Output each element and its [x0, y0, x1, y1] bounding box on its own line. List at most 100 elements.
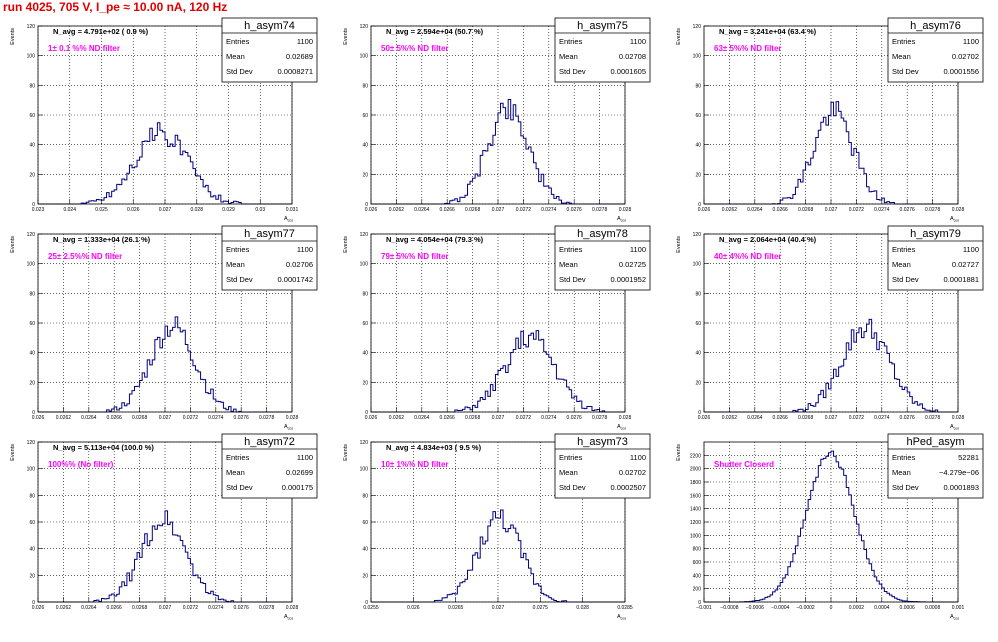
x-tick-label: 0.0268	[798, 415, 814, 421]
x-tick-label: 0.0278	[592, 207, 608, 213]
page-title: run 4025, 705 V, I_pe ≈ 10.00 nA, 120 Hz	[3, 0, 228, 14]
y-axis-title: Events	[10, 28, 16, 45]
x-axis-subscript: cos	[288, 617, 294, 621]
x-axis-title: Acos	[284, 424, 293, 431]
x-tick-label: 0.027	[492, 605, 505, 611]
x-tick-label: 0.0275	[533, 605, 549, 611]
y-tick-label: 0	[698, 600, 701, 606]
x-tick-label: 0.026	[365, 207, 378, 213]
x-tick-label: 0.03	[255, 207, 265, 213]
y-tick-label: 0	[365, 410, 368, 416]
stats-label-entries: Entries	[226, 453, 250, 462]
histogram-name: h_asym79	[910, 228, 961, 240]
x-tick-label: 0.026	[365, 415, 378, 421]
x-tick-label: 0.0278	[259, 415, 275, 421]
x-axis-title: Acos	[617, 614, 626, 621]
x-tick-label: 0.023	[32, 207, 45, 213]
stats-value-entries: 1100	[297, 245, 313, 254]
histogram-svg: 0.026 0.0262 0.0264 0.0266 0.0268 0.027 0.0272…	[10, 433, 318, 621]
x-tick-label: 0.0268	[132, 415, 148, 421]
histogram-name: h_asym77	[244, 228, 295, 240]
stats-value-std: 0.0002507	[611, 483, 646, 492]
histogram-svg: 0.0255 0.026 0.0265 0.027 0.0275 0.028 0.0285 0…	[343, 433, 651, 621]
stats-value-mean: 0.02689	[286, 52, 313, 61]
x-tick-label: 0.0272	[183, 415, 199, 421]
x-tick-label: 0.027	[492, 415, 505, 421]
histogram-name: hPed_asym	[906, 436, 964, 448]
stats-label-std: Std Dev	[559, 67, 586, 76]
x-tick-label: 0.0264	[414, 207, 430, 213]
y-tick-label: 400	[693, 573, 702, 579]
x-tick-label: 0.027	[159, 605, 172, 611]
n-avg-label: N_avg = 4.054e+04 (79.3 %)	[386, 235, 484, 244]
x-tick-label: 0.0278	[925, 415, 941, 421]
x-tick-label: 0.027	[159, 207, 172, 213]
x-tick-label: 0.0268	[465, 415, 481, 421]
stats-label-mean: Mean	[892, 468, 911, 477]
x-axis-title: Acos	[950, 216, 959, 223]
stats-value-mean: 0.02702	[952, 52, 979, 61]
y-tick-label: 20	[29, 573, 35, 579]
stats-label-mean: Mean	[226, 260, 245, 269]
y-tick-label: 600	[693, 560, 702, 566]
histogram-line	[371, 509, 625, 603]
x-tick-label: 0.026	[407, 605, 420, 611]
stats-value-mean: 0.02725	[619, 260, 646, 269]
n-avg-label: N_avg = 3.241e+04 (63.4 %)	[719, 27, 817, 36]
stats-label-mean: Mean	[892, 52, 911, 61]
x-tick-label: 0.0262	[722, 415, 738, 421]
stats-label-entries: Entries	[892, 37, 916, 46]
stats-value-std: 0.0001556	[944, 67, 979, 76]
y-axis-title: Events	[676, 236, 682, 253]
x-axis-title: Acos	[284, 216, 293, 223]
x-axis-subscript: cos	[621, 617, 627, 621]
x-tick-label: −0.0006	[746, 605, 764, 611]
filter-label: 63± 5%% ND filter	[714, 44, 782, 53]
stats-label-entries: Entries	[559, 453, 583, 462]
x-tick-label: 0.0278	[592, 415, 608, 421]
x-tick-label: 0.0272	[849, 415, 865, 421]
stats-box	[887, 225, 984, 291]
y-tick-label: 100	[360, 467, 369, 473]
histogram-line	[38, 122, 292, 205]
stats-label-entries: Entries	[892, 453, 916, 462]
y-tick-label: 20	[695, 380, 701, 386]
x-axis-subscript: cos	[621, 427, 627, 431]
y-axis-title: Events	[343, 236, 349, 253]
x-tick-label: 0.0278	[259, 605, 275, 611]
stats-value-entries: 1100	[963, 245, 979, 254]
histogram-panel-h_asym77: 0.026 0.0262 0.0264 0.0266 0.0268 0.027 0.0272…	[0, 225, 332, 434]
y-tick-label: 0	[698, 410, 701, 416]
stats-value-entries: 1100	[630, 37, 646, 46]
x-axis-title: Acos	[950, 614, 959, 621]
y-tick-label: 40	[29, 351, 35, 357]
y-tick-label: 60	[362, 321, 368, 327]
x-tick-label: 0.0274	[874, 415, 890, 421]
x-tick-label: 0.026	[127, 207, 140, 213]
y-tick-label: 40	[362, 143, 368, 149]
x-tick-label: 0.0004	[874, 605, 890, 611]
x-tick-label: 0.027	[159, 415, 172, 421]
stats-box	[554, 17, 651, 83]
stats-label-mean: Mean	[559, 468, 578, 477]
y-tick-label: 40	[695, 351, 701, 357]
y-tick-label: 80	[695, 83, 701, 89]
y-tick-label: 100	[693, 262, 702, 268]
histogram-name: h_asym75	[577, 20, 628, 32]
stats-label-std: Std Dev	[559, 483, 586, 492]
y-axis-title: Events	[676, 28, 682, 45]
y-axis-title: Events	[343, 28, 349, 45]
x-tick-label: 0.028	[576, 605, 589, 611]
x-tick-label: 0.0264	[747, 207, 763, 213]
x-axis-title: Acos	[284, 614, 293, 621]
x-axis-title: Acos	[617, 424, 626, 431]
x-tick-label: 0.0272	[516, 415, 532, 421]
stats-value-mean: 0.02708	[619, 52, 646, 61]
y-axis-title: Events	[676, 444, 682, 461]
y-tick-label: 100	[27, 262, 36, 268]
histogram-panel-h_asym72: 0.026 0.0262 0.0264 0.0266 0.0268 0.027 0.0272…	[0, 433, 332, 642]
x-tick-label: 0.028	[952, 207, 965, 213]
y-tick-label: 100	[27, 467, 36, 473]
x-tick-label: 0.0266	[440, 207, 456, 213]
y-tick-label: 0	[365, 202, 368, 208]
